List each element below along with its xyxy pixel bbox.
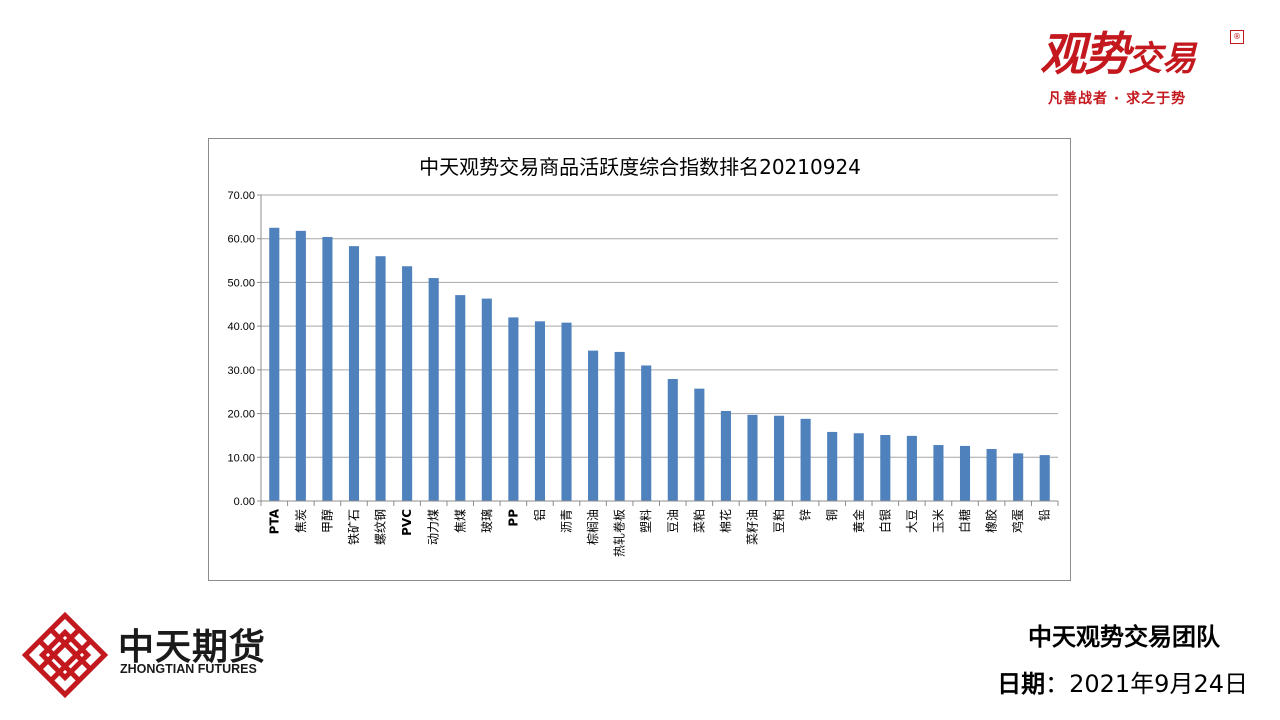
date-separator: ： [1045,670,1070,698]
date-value: 2021年9月24日 [1069,670,1248,698]
y-tick-label: 10.00 [227,452,255,464]
x-tick-label: 鸡蛋 [1010,509,1025,533]
x-tick-label: 甲醇 [319,509,334,533]
x-tick-label: 锌 [799,509,813,521]
registered-mark-icon: ® [1230,30,1244,44]
x-tick-label: 菜籽油 [745,509,759,545]
y-axis-ticks: 0.00 10.00 20.00 30.00 40.00 50.00 60.00 70.00 [227,190,255,508]
y-tick-label: 60.00 [227,234,255,246]
x-tick-label: 棕榈油 [585,509,600,545]
y-tick-label: 40.00 [227,321,255,333]
axes [257,194,1059,506]
bar [720,410,731,501]
brand-slogan: 凡善战者 · 求之于势 [1048,91,1187,107]
bar [694,388,705,501]
x-tick-label: 白糖 [957,509,972,533]
chart-title: 中天观势交易商品活跃度综合指数排名20210924 [419,155,861,179]
date-label: 日期 [997,670,1046,698]
bars [269,227,1050,502]
y-tick-label: 30.00 [227,365,255,377]
bar [641,365,652,501]
bar [428,278,439,501]
bar [295,230,306,501]
brand-title-small: 交易 [1128,39,1196,79]
chart-frame: 中天观势交易商品活跃度综合指数排名20210924 0.00 10.00 20.00… [208,138,1071,581]
bar [774,415,785,501]
x-tick-label: PP [506,509,520,527]
bar [1039,455,1050,501]
x-tick-label: 玻璃 [480,509,494,533]
bar [827,431,838,501]
bar [880,434,891,501]
brand-title-main: 观势 [1040,27,1130,81]
bar [747,414,758,501]
x-tick-label: 动力煤 [427,509,441,545]
x-tick-label: 铜 [824,509,839,521]
x-tick-label: 玉米 [931,509,945,533]
x-tick-label: 橡胶 [984,509,999,533]
bar [1013,453,1024,501]
x-tick-label: PTA [267,508,281,534]
y-tick-label: 0.00 [234,496,255,508]
bar [269,227,280,501]
x-tick-label: 螺纹钢 [374,509,388,545]
x-tick-label: 豆油 [666,509,680,533]
bar [588,350,599,501]
brand-logo: 观势交易 ® 凡善战者 · 求之于势 [1040,24,1250,110]
x-tick-label: 大豆 [905,509,919,533]
bar [402,266,413,501]
company-logo: 中天期货 ZHONGTIAN FUTURES [20,610,280,700]
brand-title: 观势交易 [1040,24,1250,84]
company-name-english: ZHONGTIAN FUTURES [120,662,257,676]
bar-chart: 中天观势交易商品活跃度综合指数排名20210924 0.00 10.00 20.00… [227,155,1059,557]
bar [455,295,466,501]
bar [508,317,519,501]
bar [986,448,997,501]
x-tick-label: PVC [400,509,414,536]
x-tick-label: 铝 [532,509,547,521]
x-tick-label: 沥青 [560,509,574,533]
x-tick-label: 塑料 [638,509,653,533]
bar [933,445,944,501]
bar [853,433,864,501]
y-tick-label: 20.00 [227,409,255,421]
x-tick-label: 白银 [877,509,892,533]
x-tick-label: 焦炭 [294,509,308,533]
x-tick-label: 豆粕 [771,509,786,533]
bar [906,435,917,501]
company-emblem-icon [21,611,109,699]
gridlines [261,194,1058,458]
y-tick-label: 50.00 [227,277,255,289]
bar [322,236,333,502]
bar [348,246,360,501]
x-tick-label: 菜粕 [691,509,706,533]
bar [667,379,678,501]
bar [959,445,971,501]
bar [800,418,811,501]
bar [614,351,625,501]
bar [375,256,386,501]
company-name: 中天期货 [118,627,267,668]
x-tick-label: 铅 [1038,509,1052,521]
bar [561,322,572,501]
x-tick-label: 黄金 [851,509,866,533]
bar [534,321,545,501]
team-name: 中天观势交易团队 [1028,623,1220,651]
x-axis-labels: PTA 焦炭 甲醇 铁矿石 螺纹钢 PVC 动力煤 焦煤 玻璃 PP 铝沥青 棕榈油 热轧卷板 塑料 豆油菜… [267,508,1051,557]
report-date: 日期：2021年9月24日 [997,664,1248,699]
x-tick-label: 热轧卷板 [612,509,627,557]
x-tick-label: 铁矿石 [347,509,361,545]
bar [481,298,492,501]
x-tick-label: 棉花 [718,509,733,533]
x-tick-label: 焦煤 [453,509,467,533]
y-tick-label: 70.00 [227,190,255,202]
